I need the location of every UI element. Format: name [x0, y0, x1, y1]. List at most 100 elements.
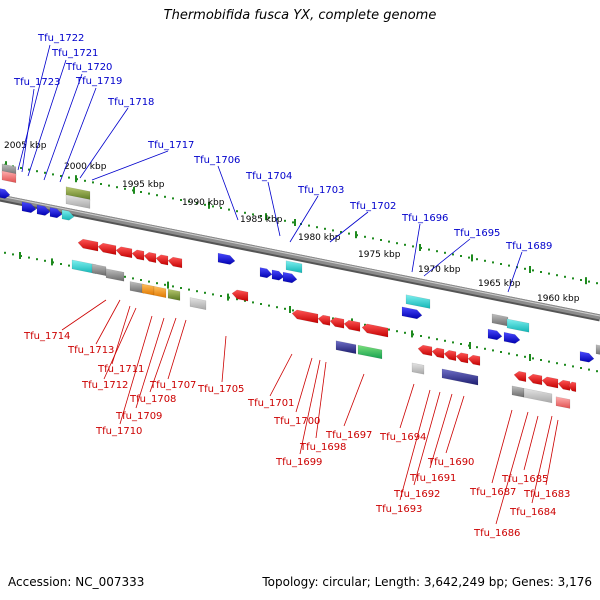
feature-box — [335, 340, 357, 355]
leader-line — [91, 150, 169, 181]
tick-dot — [404, 243, 406, 246]
leader-line — [531, 415, 553, 504]
tick-dot — [276, 218, 278, 221]
backbone-highlight — [0, 195, 600, 317]
tick-dot — [60, 175, 62, 177]
reverse-gene — [467, 354, 481, 366]
feature-box — [441, 368, 479, 386]
tick-dot — [388, 328, 390, 331]
gene-label-lower: Tfu_1705 — [197, 384, 244, 395]
tick-dot — [140, 279, 142, 281]
tick-dot — [404, 331, 406, 334]
gene-label-upper: Tfu_1722 — [37, 33, 84, 44]
leader-line — [59, 87, 97, 183]
tick-dot — [492, 261, 494, 264]
tick-dot — [268, 304, 270, 307]
gene-label-lower: Tfu_1699 — [275, 457, 322, 468]
tick-dot — [580, 279, 582, 281]
tick-dot — [332, 229, 334, 232]
gene-label-lower: Tfu_1690 — [427, 457, 474, 468]
scale-label: 2005 kbp — [4, 141, 47, 151]
leader-line — [135, 317, 165, 409]
leader-line — [95, 299, 121, 345]
feature-box — [65, 194, 91, 209]
feature-box — [405, 294, 431, 309]
tick-dot — [460, 255, 462, 257]
tick-dot — [124, 275, 126, 278]
gene-label-upper: Tfu_1704 — [245, 171, 292, 182]
forward-gene — [259, 267, 273, 279]
leader-line — [295, 357, 313, 413]
tick-dot — [68, 176, 70, 179]
forward-gene — [271, 269, 285, 281]
leader-line — [103, 307, 137, 380]
gene-label-lower: Tfu_1709 — [115, 411, 162, 422]
tick-dot — [252, 301, 254, 304]
tick-dot — [348, 232, 350, 235]
tick-dot — [284, 307, 286, 310]
tick-dot — [68, 264, 70, 267]
gene-label-lower: Tfu_1707 — [149, 380, 196, 391]
tick-dot — [324, 227, 326, 230]
tick-dot — [532, 269, 534, 272]
leader-line — [507, 251, 523, 293]
scale-label: 1960 kbp — [537, 294, 580, 304]
gene-label-lower: Tfu_1694 — [379, 432, 426, 443]
leader-line — [119, 315, 153, 425]
scale-label: 1980 kbp — [298, 233, 341, 243]
leader-line — [399, 389, 431, 501]
leader-line — [61, 299, 107, 331]
tick-dot — [500, 263, 502, 265]
reverse-gene — [527, 373, 543, 386]
forward-gene — [36, 204, 51, 216]
leader-line — [21, 88, 35, 173]
tick-dot — [396, 330, 398, 333]
tick-dot — [156, 282, 158, 285]
tick-dot — [596, 370, 598, 373]
major-tick — [208, 201, 210, 209]
feature-box — [91, 263, 107, 277]
tick-dot — [124, 187, 126, 190]
feature-box — [71, 259, 97, 275]
tick-dot — [172, 197, 174, 200]
scale-label: 1970 kbp — [418, 265, 461, 275]
tick-dot — [164, 283, 166, 286]
reverse-gene — [291, 309, 319, 324]
major-tick — [133, 186, 135, 194]
gene-label-lower: Tfu_1683 — [523, 489, 570, 500]
gene-label-lower: Tfu_1712 — [81, 380, 128, 391]
reverse-gene — [231, 289, 249, 302]
tick-dot — [316, 226, 318, 229]
major-tick — [294, 219, 296, 226]
tick-dot — [28, 168, 30, 171]
tick-dot — [244, 299, 246, 302]
leader-line — [523, 415, 539, 471]
tick-dot — [276, 306, 278, 309]
tick-dot — [428, 248, 430, 251]
forward-gene — [579, 351, 595, 363]
scale-label: 1975 kbp — [358, 250, 401, 260]
gene-label-upper: Tfu_1702 — [349, 201, 396, 212]
leader-line — [217, 165, 239, 221]
backbone — [0, 194, 600, 320]
leader-line — [329, 211, 369, 243]
tick-dot — [156, 194, 158, 197]
genome-info-text: Topology: circular; Length: 3,642,249 bp… — [262, 575, 592, 589]
gene-label-lower: Tfu_1698 — [299, 442, 346, 453]
tick-dot — [284, 219, 286, 222]
major-tick — [585, 277, 587, 285]
major-tick — [419, 244, 421, 251]
reverse-gene — [455, 352, 469, 364]
tick-dot — [372, 237, 374, 240]
feature-box — [105, 268, 125, 282]
tick-dot — [116, 186, 118, 189]
tick-dot — [172, 285, 174, 288]
tick-dot — [524, 267, 526, 270]
map-title: Thermobifida fusca YX, complete genome — [163, 8, 437, 23]
leader-line — [315, 361, 327, 439]
forward-gene — [217, 252, 236, 265]
gene-label-upper: Tfu_1723 — [13, 77, 60, 88]
tick-dot — [452, 341, 454, 344]
tick-dot — [28, 256, 30, 259]
